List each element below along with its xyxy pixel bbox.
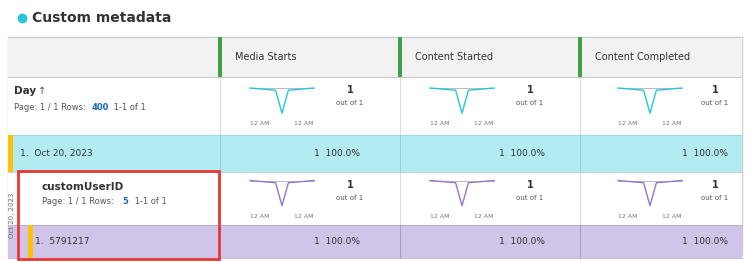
Bar: [8, 135, 742, 172]
Text: out of 1: out of 1: [701, 195, 728, 201]
Text: 12 AM: 12 AM: [295, 214, 314, 219]
Bar: [18, 171, 219, 259]
Text: out of 1: out of 1: [516, 195, 544, 201]
Text: 1  100.0%: 1 100.0%: [682, 149, 728, 158]
Bar: [8, 225, 742, 258]
Bar: [218, 37, 222, 77]
Text: Oct 20, 2023: Oct 20, 2023: [9, 192, 15, 238]
Text: 12 AM: 12 AM: [430, 214, 449, 219]
Text: 1: 1: [526, 85, 533, 95]
Text: 1  100.0%: 1 100.0%: [314, 149, 360, 158]
Text: Page: 1 / 1 Rows:: Page: 1 / 1 Rows:: [14, 102, 88, 112]
Bar: [8, 77, 742, 135]
Text: 1.  Oct 20, 2023: 1. Oct 20, 2023: [20, 149, 93, 158]
Text: Content Started: Content Started: [415, 52, 493, 62]
Text: ↑: ↑: [38, 86, 46, 96]
Text: 1: 1: [526, 180, 533, 190]
Text: 1: 1: [346, 85, 353, 95]
Text: customUserID: customUserID: [42, 182, 125, 192]
Text: 1-1 of 1: 1-1 of 1: [132, 198, 166, 206]
Text: 1  100.0%: 1 100.0%: [682, 237, 728, 246]
Text: 1-1 of 1: 1-1 of 1: [111, 102, 146, 112]
Text: 12 AM: 12 AM: [475, 214, 494, 219]
Text: out of 1: out of 1: [336, 195, 364, 201]
Text: 1  100.0%: 1 100.0%: [314, 237, 360, 246]
Text: 12 AM: 12 AM: [475, 121, 494, 126]
Text: 12 AM: 12 AM: [250, 214, 269, 219]
Bar: [28, 225, 33, 258]
Text: 400: 400: [92, 102, 110, 112]
Text: 12 AM: 12 AM: [662, 214, 682, 219]
Text: out of 1: out of 1: [701, 100, 728, 106]
Text: out of 1: out of 1: [516, 100, 544, 106]
Text: Content Completed: Content Completed: [595, 52, 690, 62]
Text: 1: 1: [346, 180, 353, 190]
Text: 1.  5791217: 1. 5791217: [35, 237, 89, 246]
Text: 1  100.0%: 1 100.0%: [499, 237, 545, 246]
Bar: [398, 37, 402, 77]
Bar: [578, 37, 582, 77]
Text: 1: 1: [712, 180, 718, 190]
Bar: [8, 37, 742, 255]
Text: 1: 1: [712, 85, 718, 95]
Text: 12 AM: 12 AM: [430, 121, 449, 126]
Text: 12 AM: 12 AM: [662, 121, 682, 126]
Text: 12 AM: 12 AM: [295, 121, 314, 126]
Bar: [8, 172, 742, 225]
Text: Custom metadata: Custom metadata: [32, 11, 171, 25]
Bar: [8, 135, 13, 172]
Text: 12 AM: 12 AM: [618, 214, 638, 219]
Text: 1  100.0%: 1 100.0%: [499, 149, 545, 158]
Text: Media Starts: Media Starts: [235, 52, 296, 62]
Bar: [8, 37, 742, 77]
Text: 5: 5: [122, 198, 128, 206]
Text: 12 AM: 12 AM: [618, 121, 638, 126]
Text: Page: 1 / 1 Rows:: Page: 1 / 1 Rows:: [42, 198, 116, 206]
Text: out of 1: out of 1: [336, 100, 364, 106]
Text: Day: Day: [14, 86, 36, 96]
Text: 12 AM: 12 AM: [250, 121, 269, 126]
